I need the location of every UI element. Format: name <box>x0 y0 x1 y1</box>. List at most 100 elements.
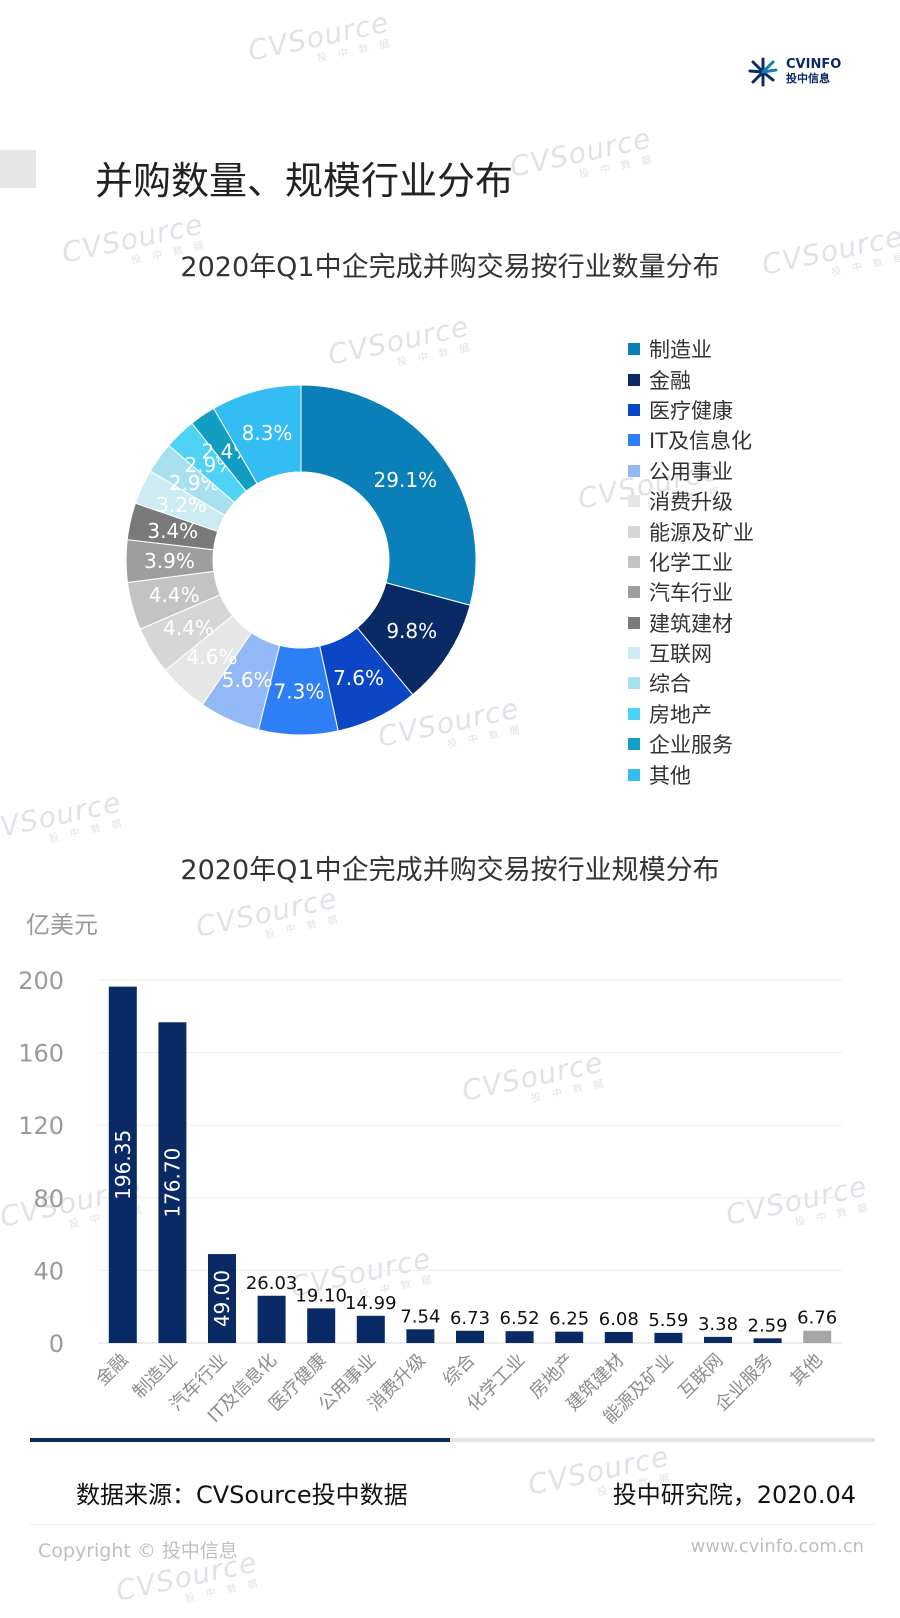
x-tick-label: 建筑建材 <box>563 1350 629 1416</box>
legend-swatch <box>628 677 640 689</box>
bar-value-label: 6.76 <box>797 1308 837 1329</box>
logo-burst-icon <box>748 56 782 88</box>
legend-swatch <box>628 556 640 568</box>
donut-slice-label: 3.2% <box>156 493 207 517</box>
legend-item: 建筑建材 <box>628 608 754 638</box>
legend-swatch <box>628 374 640 386</box>
legend-item: 公用事业 <box>628 456 754 486</box>
bar-value-label: 176.70 <box>160 1148 184 1218</box>
x-tick-label: 能源及矿业 <box>599 1350 677 1428</box>
watermark: CVSource 投 中 数 据 <box>507 122 657 195</box>
legend-swatch <box>628 434 640 446</box>
bar <box>258 1296 286 1343</box>
y-tick-label: 120 <box>18 1112 64 1140</box>
legend-item: 房地产 <box>628 699 754 729</box>
legend-swatch <box>628 404 640 416</box>
website-link[interactable]: www.cvinfo.com.cn <box>691 1536 864 1557</box>
watermark: CVSource 投 中 数 据 <box>325 310 475 383</box>
x-tick-label: 化学工业 <box>463 1350 529 1416</box>
donut-slice-label: 2.9% <box>185 453 236 477</box>
bar <box>307 1308 335 1343</box>
bar <box>803 1331 831 1343</box>
legend-swatch <box>628 738 640 750</box>
legend-label: 医疗健康 <box>649 395 733 425</box>
cvinfo-logo: CVINFO 投中信息 <box>748 56 782 88</box>
donut-chart-title: 2020年Q1中企完成并购交易按行业数量分布 <box>0 245 900 284</box>
x-tick-label: 医疗健康 <box>265 1350 331 1416</box>
bar-value-label: 6.08 <box>599 1309 639 1330</box>
footer-rule <box>30 1524 875 1525</box>
footer-divider-accent <box>30 1438 450 1442</box>
legend-label: 互联网 <box>649 638 712 668</box>
watermark: CVSource 投 中 数 据 <box>245 6 395 79</box>
donut-slice <box>192 408 257 491</box>
legend-label: 制造业 <box>649 334 712 364</box>
donut-slice <box>258 645 338 735</box>
legend-label: 企业服务 <box>649 729 733 759</box>
donut-slice-label: 8.3% <box>242 421 293 445</box>
watermark: CVSource 投 中 数 据 <box>459 1046 609 1119</box>
bar <box>109 987 137 1343</box>
donut-slice <box>320 628 413 731</box>
x-tick-label: 互联网 <box>675 1350 728 1403</box>
legend-label: 建筑建材 <box>649 608 733 638</box>
x-tick-label: 金融 <box>92 1350 132 1390</box>
bar-value-label: 7.54 <box>400 1306 440 1327</box>
legend-item: 制造业 <box>628 334 754 364</box>
donut-slice <box>150 445 234 515</box>
donut-slice-label: 9.8% <box>386 619 437 643</box>
legend-item: IT及信息化 <box>628 425 754 455</box>
page-title: 并购数量、规模行业分布 <box>95 150 513 205</box>
legend-label: 能源及矿业 <box>649 517 754 547</box>
bar-value-label: 196.35 <box>111 1130 135 1200</box>
donut-slice-label: 3.4% <box>147 519 198 543</box>
donut-slice-label: 4.4% <box>149 583 200 607</box>
legend-item: 其他 <box>628 759 754 789</box>
watermark: CVSource 投 中 数 据 <box>0 1172 147 1245</box>
y-tick-label: 0 <box>49 1330 64 1358</box>
legend-item: 能源及矿业 <box>628 516 754 546</box>
donut-slice <box>127 503 218 550</box>
legend-swatch <box>628 586 640 598</box>
data-source: 数据来源：CVSource投中数据 <box>76 1475 408 1510</box>
donut-slice-label: 7.6% <box>333 666 384 690</box>
bar <box>208 1254 236 1343</box>
legend-label: IT及信息化 <box>649 425 752 455</box>
legend-item: 企业服务 <box>628 729 754 759</box>
legend-item: 医疗健康 <box>628 395 754 425</box>
legend-label: 房地产 <box>649 699 712 729</box>
watermark: CVSource 投 中 数 据 <box>193 882 343 955</box>
watermark: CVSource 投 中 数 据 <box>287 1242 437 1315</box>
legend-label: 金融 <box>649 365 691 395</box>
legend-item: 化学工业 <box>628 547 754 577</box>
legend-label: 汽车行业 <box>649 577 733 607</box>
donut-slice-label: 4.6% <box>187 645 238 669</box>
bar-value-label: 3.38 <box>698 1314 738 1335</box>
donut-slice-label: 3.9% <box>144 549 195 573</box>
y-tick-label: 200 <box>18 967 64 995</box>
y-tick-label: 80 <box>33 1185 64 1213</box>
donut-slice-label: 7.3% <box>274 679 325 703</box>
bar <box>754 1338 782 1343</box>
bar <box>704 1337 732 1343</box>
x-tick-label: 其他 <box>786 1350 826 1390</box>
watermark: CVSource 投 中 数 据 <box>723 1170 873 1243</box>
donut-slice <box>127 571 220 629</box>
x-tick-label: 汽车行业 <box>166 1350 232 1416</box>
donut-slice <box>301 385 476 605</box>
bar-value-label: 26.03 <box>246 1273 298 1294</box>
donut-legend: 制造业 金融 医疗健康 IT及信息化 公用事业 消费升级 能源及矿业 化学工业 汽车行业 建筑建材… <box>628 334 754 790</box>
donut-slice <box>357 583 470 695</box>
bar-chart-title: 2020年Q1中企完成并购交易按行业规模分布 <box>0 848 900 887</box>
donut-slice-label: 29.1% <box>374 468 438 492</box>
donut-slice-label: 5.6% <box>222 668 273 692</box>
x-tick-label: 综合 <box>439 1350 479 1390</box>
legend-label: 公用事业 <box>649 456 733 486</box>
research-credit: 投中研究院，2020.04 <box>613 1475 856 1510</box>
x-tick-label: 房地产 <box>526 1350 579 1403</box>
legend-label: 其他 <box>649 760 691 790</box>
donut-slice <box>135 471 225 531</box>
side-decoration <box>0 150 36 188</box>
